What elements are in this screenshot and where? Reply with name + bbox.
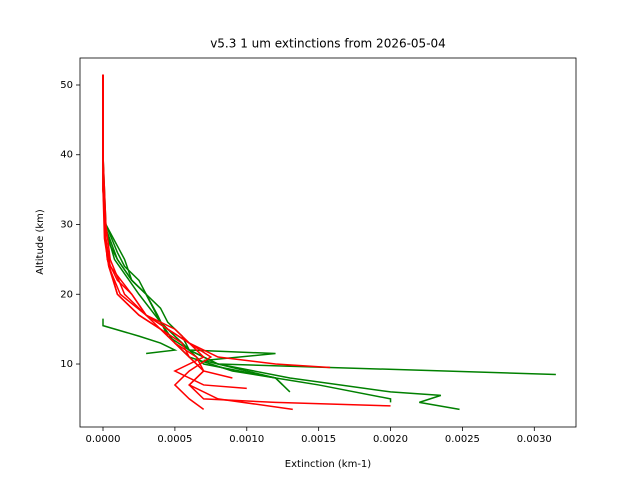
y-tick-label: 10 bbox=[60, 359, 73, 370]
y-axis-label: Altitude (km) bbox=[35, 209, 46, 275]
plot-area bbox=[102, 74, 556, 411]
profile-line bbox=[102, 74, 233, 379]
y-tick-label: 40 bbox=[60, 150, 73, 161]
y-tick-label: 30 bbox=[60, 220, 73, 231]
x-tick-label: 0.0015 bbox=[301, 434, 336, 445]
profile-line bbox=[102, 74, 213, 410]
y-tick-label: 20 bbox=[60, 289, 73, 300]
x-tick-label: 0.0025 bbox=[445, 434, 480, 445]
profile-line bbox=[102, 318, 178, 355]
x-tick-label: 0.0010 bbox=[229, 434, 264, 445]
x-tick-label: 0.0005 bbox=[157, 434, 192, 445]
x-axis-label: Extinction (km-1) bbox=[285, 459, 372, 470]
x-tick-label: 0.0000 bbox=[86, 434, 121, 445]
x-tick-label: 0.0020 bbox=[373, 434, 408, 445]
y-tick-label: 50 bbox=[60, 80, 73, 91]
axes-frame bbox=[79, 57, 577, 428]
chart-title: v5.3 1 um extinctions from 2026-05-04 bbox=[210, 37, 446, 51]
x-tick-label: 0.0030 bbox=[517, 434, 552, 445]
